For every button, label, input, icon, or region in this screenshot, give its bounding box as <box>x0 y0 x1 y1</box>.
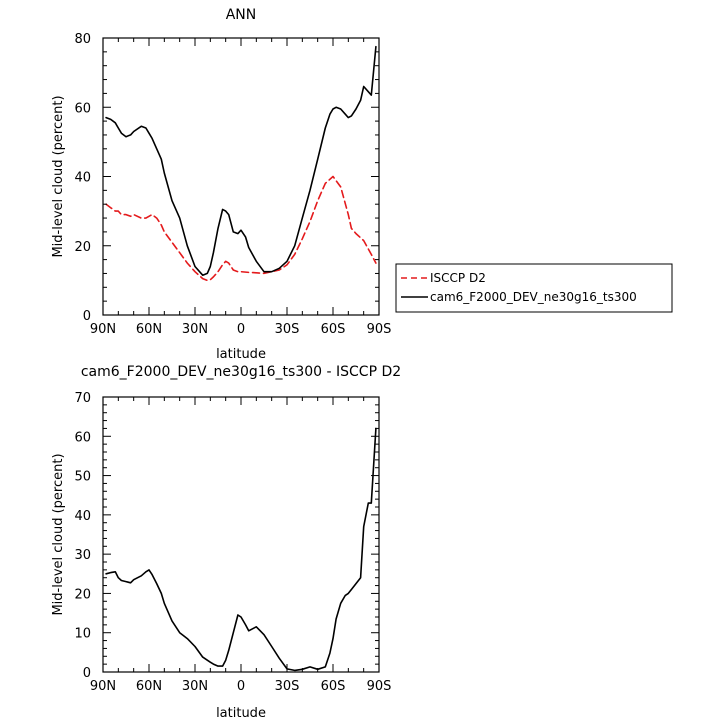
top-xtick-label: 90S <box>367 322 392 337</box>
bottom-panel-ylabel: Mid-level cloud (percent) <box>51 453 66 615</box>
top-panel-frame <box>102 37 380 316</box>
top-ytick-label: 20 <box>74 240 91 255</box>
legend-entry-cam6: cam6_F2000_DEV_ne30g16_ts300 <box>430 290 637 304</box>
top-xtick-label: 60N <box>136 322 162 337</box>
top-ytick-label: 60 <box>74 101 91 116</box>
top-panel-lines <box>105 45 377 282</box>
bottom-panel-ticks: 90N 60N 30N 0 30S 60S 90S 0 10 20 30 40 50 60 70 <box>74 391 391 694</box>
bottom-xtick-label: 60S <box>321 679 346 694</box>
top-series-line-0 <box>105 175 377 282</box>
bottom-ytick-label: 70 <box>74 391 91 406</box>
bottom-panel: cam6_F2000_DEV_ne30g16_ts300 - ISCCP D2 … <box>51 364 401 721</box>
bottom-xtick-label: 60N <box>136 679 162 694</box>
top-panel-ylabel: Mid-level cloud (percent) <box>51 95 66 257</box>
bottom-series-line-0 <box>105 427 377 672</box>
top-panel-xlabel: latitude <box>216 347 266 362</box>
top-panel-ticks: 90N 60N 30N 0 30S 60S 90S 0 20 40 60 80 <box>74 32 391 337</box>
top-xtick-label: 60S <box>321 322 346 337</box>
bottom-ytick-label: 40 <box>74 509 91 524</box>
bottom-panel-lines <box>105 427 377 672</box>
bottom-ytick-label: 20 <box>74 587 91 602</box>
legend-box <box>395 263 673 313</box>
bottom-xtick-label: 90S <box>367 679 392 694</box>
bottom-xtick-label: 90N <box>90 679 116 694</box>
bottom-panel-title: cam6_F2000_DEV_ne30g16_ts300 - ISCCP D2 <box>81 364 401 380</box>
bottom-panel-xlabel: latitude <box>216 706 266 721</box>
legend: ISCCP D2 cam6_F2000_DEV_ne30g16_ts300 <box>395 263 673 313</box>
bottom-ytick-label: 30 <box>74 548 91 563</box>
top-xtick-label: 30S <box>275 322 300 337</box>
bottom-ytick-label: 60 <box>74 430 91 445</box>
bottom-panel-frame <box>102 396 380 673</box>
top-ytick-label: 80 <box>74 32 91 47</box>
top-xtick-label: 90N <box>90 322 116 337</box>
bottom-xtick-label: 30N <box>182 679 208 694</box>
top-xtick-label: 30N <box>182 322 208 337</box>
bottom-ytick-label: 0 <box>83 666 91 681</box>
bottom-ytick-label: 50 <box>74 470 91 485</box>
top-ytick-label: 0 <box>83 309 91 324</box>
top-ytick-label: 40 <box>74 171 91 186</box>
legend-entry-isccp: ISCCP D2 <box>430 271 486 285</box>
bottom-xtick-label: 30S <box>275 679 300 694</box>
top-panel-title: ANN <box>226 7 257 23</box>
bottom-ytick-label: 10 <box>74 627 91 642</box>
top-panel: ANN 90N 60N 30N 0 30S 60S 90S 0 20 40 60 80 latitud… <box>51 7 391 362</box>
top-xtick-label: 0 <box>237 322 245 337</box>
bottom-xtick-label: 0 <box>237 679 245 694</box>
top-series-line-1 <box>105 45 377 276</box>
